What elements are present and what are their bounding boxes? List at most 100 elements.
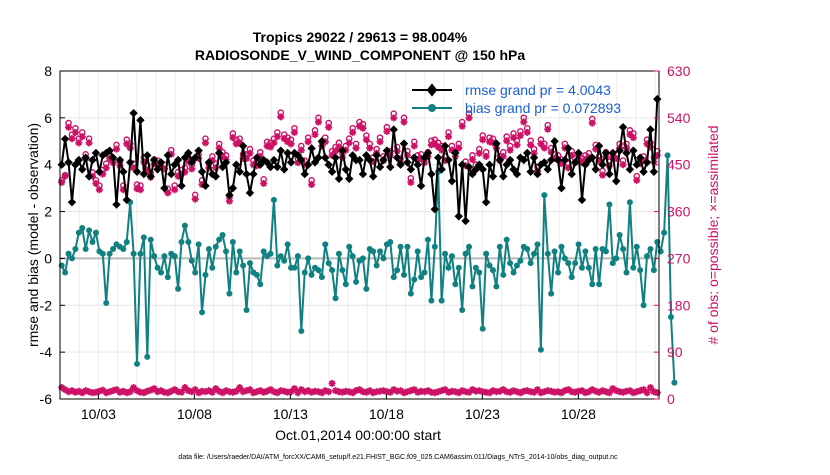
obs-assimilated-marker [335,143,343,151]
obs-assimilated-marker [605,162,613,170]
obs-count-marker [280,387,288,395]
rmse-point [228,183,238,193]
obs-assimilated-marker [85,139,93,147]
obs-count-marker [253,388,261,396]
bias-point [500,271,507,278]
y-tick-label-left: -6 [40,391,53,407]
bias-point [229,239,236,246]
obs-assimilated-marker [438,146,446,154]
bias-point [342,281,349,288]
bias-point [462,250,469,257]
rmse-point [300,169,309,179]
y-tick-label-left: 4 [44,157,52,173]
obs-assimilated-marker [547,148,555,156]
bias-point [205,246,212,253]
rmse-point [581,160,590,169]
y-axis-label-left: rmse and bias (model - observation) [25,123,41,347]
obs-count-marker [369,389,377,397]
rmse-point [290,148,299,158]
rmse-point [601,148,611,158]
obs-count-marker [468,386,476,394]
bias-point [503,236,510,243]
obs-assimilated-marker [482,152,490,160]
bias-point [476,269,483,276]
obs-count-marker [92,388,100,396]
bias-point [92,229,99,236]
obs-count-marker [345,388,353,396]
obs-count-marker [352,387,360,395]
rmse-point [108,153,118,162]
obs-assimilated-marker [178,170,186,178]
rmse-point [163,151,173,160]
obs-count-marker [109,387,117,395]
obs-assimilated-marker [510,134,518,142]
bias-point [175,285,182,292]
bias-point [531,250,538,257]
bias-point [589,281,596,288]
rmse-point [509,165,518,174]
bias-point [575,241,582,248]
obs-assimilated-marker [249,161,257,169]
obs-count-marker [270,388,278,396]
bias-point [195,241,202,248]
rmse-point [618,123,628,132]
obs-assimilated-marker [167,150,175,158]
obs-assimilated-marker [119,186,127,194]
obs-assimilated-marker [71,128,79,136]
rmse-point [249,169,258,179]
obs-assimilated-marker [198,180,206,188]
obs-count-marker [150,385,158,393]
bias-point [637,267,644,274]
obs-assimilated-marker [499,152,507,160]
obs-assimilated-marker [376,138,384,146]
obs-count-marker [564,386,572,394]
rmse-point [221,158,231,167]
bias-point [558,243,565,250]
rmse-point [67,197,77,207]
obs-assimilated-marker [626,131,634,139]
chart-title-line1: Tropics 29022 / 29613 = 98.004% [253,29,468,45]
bias-point [561,255,568,262]
obs-assimilated-marker [629,134,637,142]
obs-count-marker [325,388,333,396]
bias-point [202,271,209,278]
obs-assimilated-marker [516,132,524,140]
rmse-point [622,148,631,158]
bias-point [555,269,562,276]
obs-count-marker [609,385,617,393]
x-axis-label: Oct.01,2014 00:00:00 start [275,427,441,443]
obs-assimilated-marker [287,140,295,148]
obs-assimilated-marker [588,119,596,127]
obs-count-marker [643,389,651,397]
bias-point [332,295,339,302]
bias-point [469,283,476,290]
x-tick-label: 10/28 [561,406,596,422]
obs-count-marker [595,388,603,396]
obs-count-marker [434,388,442,396]
rmse-point [495,155,505,165]
bias-point [667,314,674,320]
rmse-point [540,158,549,167]
obs-count-marker [619,388,627,396]
obs-count-marker [164,389,172,397]
rmse-point [396,160,405,169]
rmse-point [639,167,648,176]
obs-count-marker [219,389,227,397]
bias-point [397,243,404,250]
x-tick-label: 10/03 [81,406,116,422]
obs-count-marker [646,384,654,392]
rmse-point [115,155,125,165]
rmse-point [262,158,272,167]
rmse-point [345,174,354,183]
obs-assimilated-marker [366,144,374,152]
obs-assimilated-marker [557,160,565,168]
rmse-point [526,167,535,176]
bias-point [483,250,490,257]
x-tick-label: 10/23 [465,406,500,422]
rmse-point [557,183,566,193]
obs-assimilated-marker [154,161,162,169]
rmse-point [454,212,463,221]
rmse-point [180,153,190,162]
rmse-point [88,155,97,165]
